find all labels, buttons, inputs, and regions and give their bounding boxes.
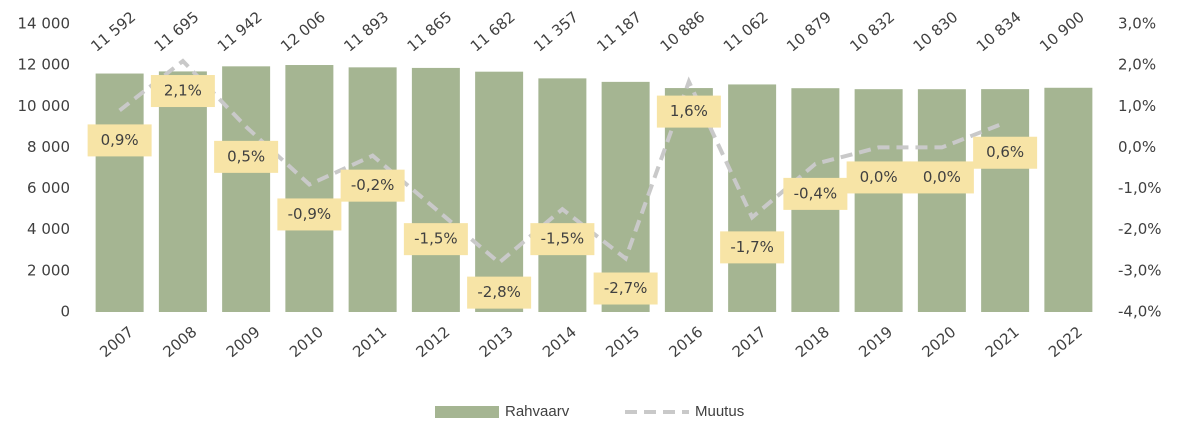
bar [475, 71, 524, 312]
bar-value-label: 10 879 [783, 8, 835, 56]
y2-tick-label: 3,0% [1118, 15, 1156, 33]
line-label-box [277, 198, 342, 231]
y2-tick-label: 2,0% [1118, 56, 1156, 74]
bar [95, 73, 144, 312]
line-label-box [403, 223, 468, 256]
x-tick-label: 2008 [160, 323, 201, 361]
line-value-label: -0,9% [288, 205, 332, 223]
legend-label: Muutus [695, 403, 744, 420]
line-value-label: 0,5% [227, 147, 265, 165]
bar-value-label: 10 900 [1036, 8, 1088, 56]
line-value-label: -2,7% [604, 279, 648, 297]
y2-tick-label: -1,0% [1118, 179, 1162, 197]
line-label-box [973, 136, 1038, 169]
x-tick-label: 2019 [855, 323, 896, 361]
x-tick-label: 2012 [413, 323, 454, 361]
bar-value-label: 10 886 [657, 8, 709, 56]
bar [538, 78, 587, 312]
line-label-box [909, 161, 974, 194]
x-tick-label: 2020 [919, 323, 960, 361]
line-label-box [593, 272, 658, 305]
x-tick-label: 2021 [982, 323, 1023, 361]
line-label-box [656, 95, 721, 128]
x-tick-label: 2018 [792, 323, 833, 361]
line-label-box [846, 161, 911, 194]
bar-value-label: 11 062 [720, 8, 772, 56]
bar-value-label: 11 187 [593, 8, 645, 56]
bar-value-label: 11 357 [530, 8, 582, 56]
line-label-box [214, 140, 279, 173]
bar-value-label: 10 834 [973, 8, 1025, 56]
bar-value-label: 11 695 [151, 8, 203, 56]
bar [222, 66, 271, 312]
bar [1044, 87, 1093, 313]
bar-value-label: 10 830 [910, 8, 962, 56]
y-tick-label: 2 000 [27, 261, 70, 279]
x-tick-label: 2007 [96, 323, 137, 361]
y-tick-label: 6 000 [27, 179, 70, 197]
line-value-label: 0,0% [860, 168, 898, 186]
line-label-box [783, 177, 848, 210]
legend-label: Rahvaarv [505, 403, 570, 420]
bar [158, 71, 207, 312]
line-value-label: -0,4% [794, 184, 838, 202]
y-tick-label: 12 000 [18, 56, 71, 74]
bar [411, 67, 460, 312]
bar-value-label: 12 006 [277, 8, 329, 56]
bar [917, 89, 966, 312]
x-tick-label: 2015 [602, 323, 643, 361]
line-value-label: -1,5% [414, 230, 458, 248]
line-label-box [87, 124, 152, 157]
bar [854, 89, 903, 312]
line-label-box [530, 223, 595, 256]
y2-tick-label: -4,0% [1118, 303, 1162, 321]
line-label-box [150, 75, 215, 108]
line-value-label: 0,9% [101, 131, 139, 149]
bar-value-label: 11 865 [404, 8, 456, 56]
bar-value-label: 11 942 [214, 8, 266, 56]
bar-value-label: 11 682 [467, 8, 519, 56]
line-value-label: 0,0% [923, 168, 961, 186]
x-tick-label: 2010 [286, 323, 327, 361]
x-tick-label: 2014 [539, 323, 580, 361]
line-value-label: 0,6% [986, 143, 1024, 161]
line-label-box [340, 169, 405, 202]
bar-value-label: 11 592 [87, 8, 139, 56]
line-label-box [720, 231, 785, 264]
line-value-label: -0,2% [351, 176, 395, 194]
y-tick-label: 4 000 [27, 220, 70, 238]
bar [981, 89, 1030, 312]
line-value-label: -1,5% [541, 230, 585, 248]
bar [728, 84, 777, 312]
y2-tick-label: 0,0% [1118, 138, 1156, 156]
legend-swatch [435, 406, 499, 418]
bar-value-label: 10 832 [846, 8, 898, 56]
line-value-label: -1,7% [730, 238, 774, 256]
line-value-label: -2,8% [477, 283, 521, 301]
y-tick-label: 10 000 [18, 97, 71, 115]
line-value-label: 1,6% [670, 102, 708, 120]
y-tick-label: 14 000 [18, 15, 71, 33]
x-tick-label: 2013 [476, 323, 517, 361]
y-tick-label: 8 000 [27, 138, 70, 156]
bar [285, 65, 334, 312]
x-tick-label: 2016 [666, 323, 707, 361]
line-label-box [467, 276, 532, 309]
x-tick-label: 2009 [223, 323, 264, 361]
x-tick-label: 2022 [1045, 323, 1086, 361]
line-value-label: 2,1% [164, 82, 202, 100]
y2-tick-label: -3,0% [1118, 261, 1162, 279]
y-tick-label: 0 [60, 303, 70, 321]
x-tick-label: 2017 [729, 323, 770, 361]
bar-value-label: 11 893 [340, 8, 392, 56]
y2-tick-label: 1,0% [1118, 97, 1156, 115]
y2-tick-label: -2,0% [1118, 220, 1162, 238]
x-tick-label: 2011 [349, 323, 390, 361]
